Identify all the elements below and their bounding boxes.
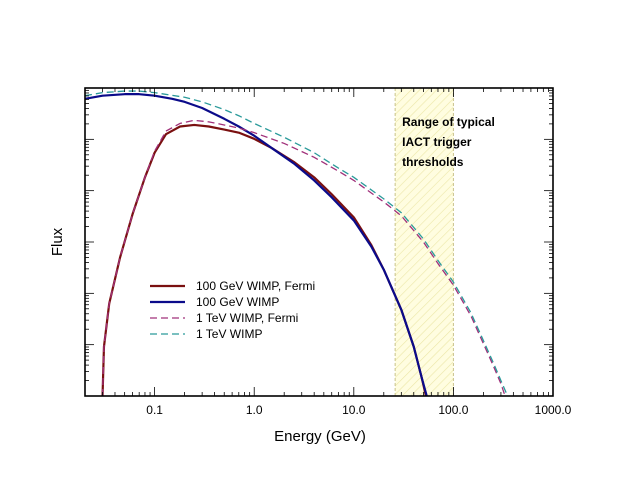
legend-label-100-gev-wimp: 100 GeV WIMP [196,295,279,309]
series-line-100-gev-wimp [84,93,428,397]
legend-label-1-tev-wimp-fermi: 1 TeV WIMP, Fermi [196,311,298,325]
series-line-100-gev-wimp-fermi [101,123,428,397]
threshold-annotation-line: thresholds [402,155,464,169]
x-axis-label: Energy (GeV) [274,428,366,445]
y-axis-label: Flux [49,227,66,256]
legend: 100 GeV WIMP, Fermi 100 GeV WIMP 1 TeV WIM… [150,279,315,341]
x-tick-label: 0.1 [146,403,163,417]
legend-label-100-gev-wimp-fermi: 100 GeV WIMP, Fermi [196,279,315,293]
x-tick-label: 100.0 [438,403,468,417]
threshold-annotation-line: Range of typical [402,115,495,129]
threshold-annotation-line: IACT trigger [402,135,472,149]
threshold-annotation: Range of typical IACT trigger thresholds [402,115,495,169]
threshold-band [395,88,454,396]
legend-label-1-tev-wimp: 1 TeV WIMP [196,327,262,341]
x-tick-label: 1.0 [246,403,263,417]
x-tick-label: 10.0 [342,403,366,417]
series-line-1-tev-wimp [84,90,509,397]
series-line-1-tev-wimp-fermi [101,119,506,397]
plot-frame [84,87,554,397]
x-tick-label: 1000.0 [535,403,572,417]
